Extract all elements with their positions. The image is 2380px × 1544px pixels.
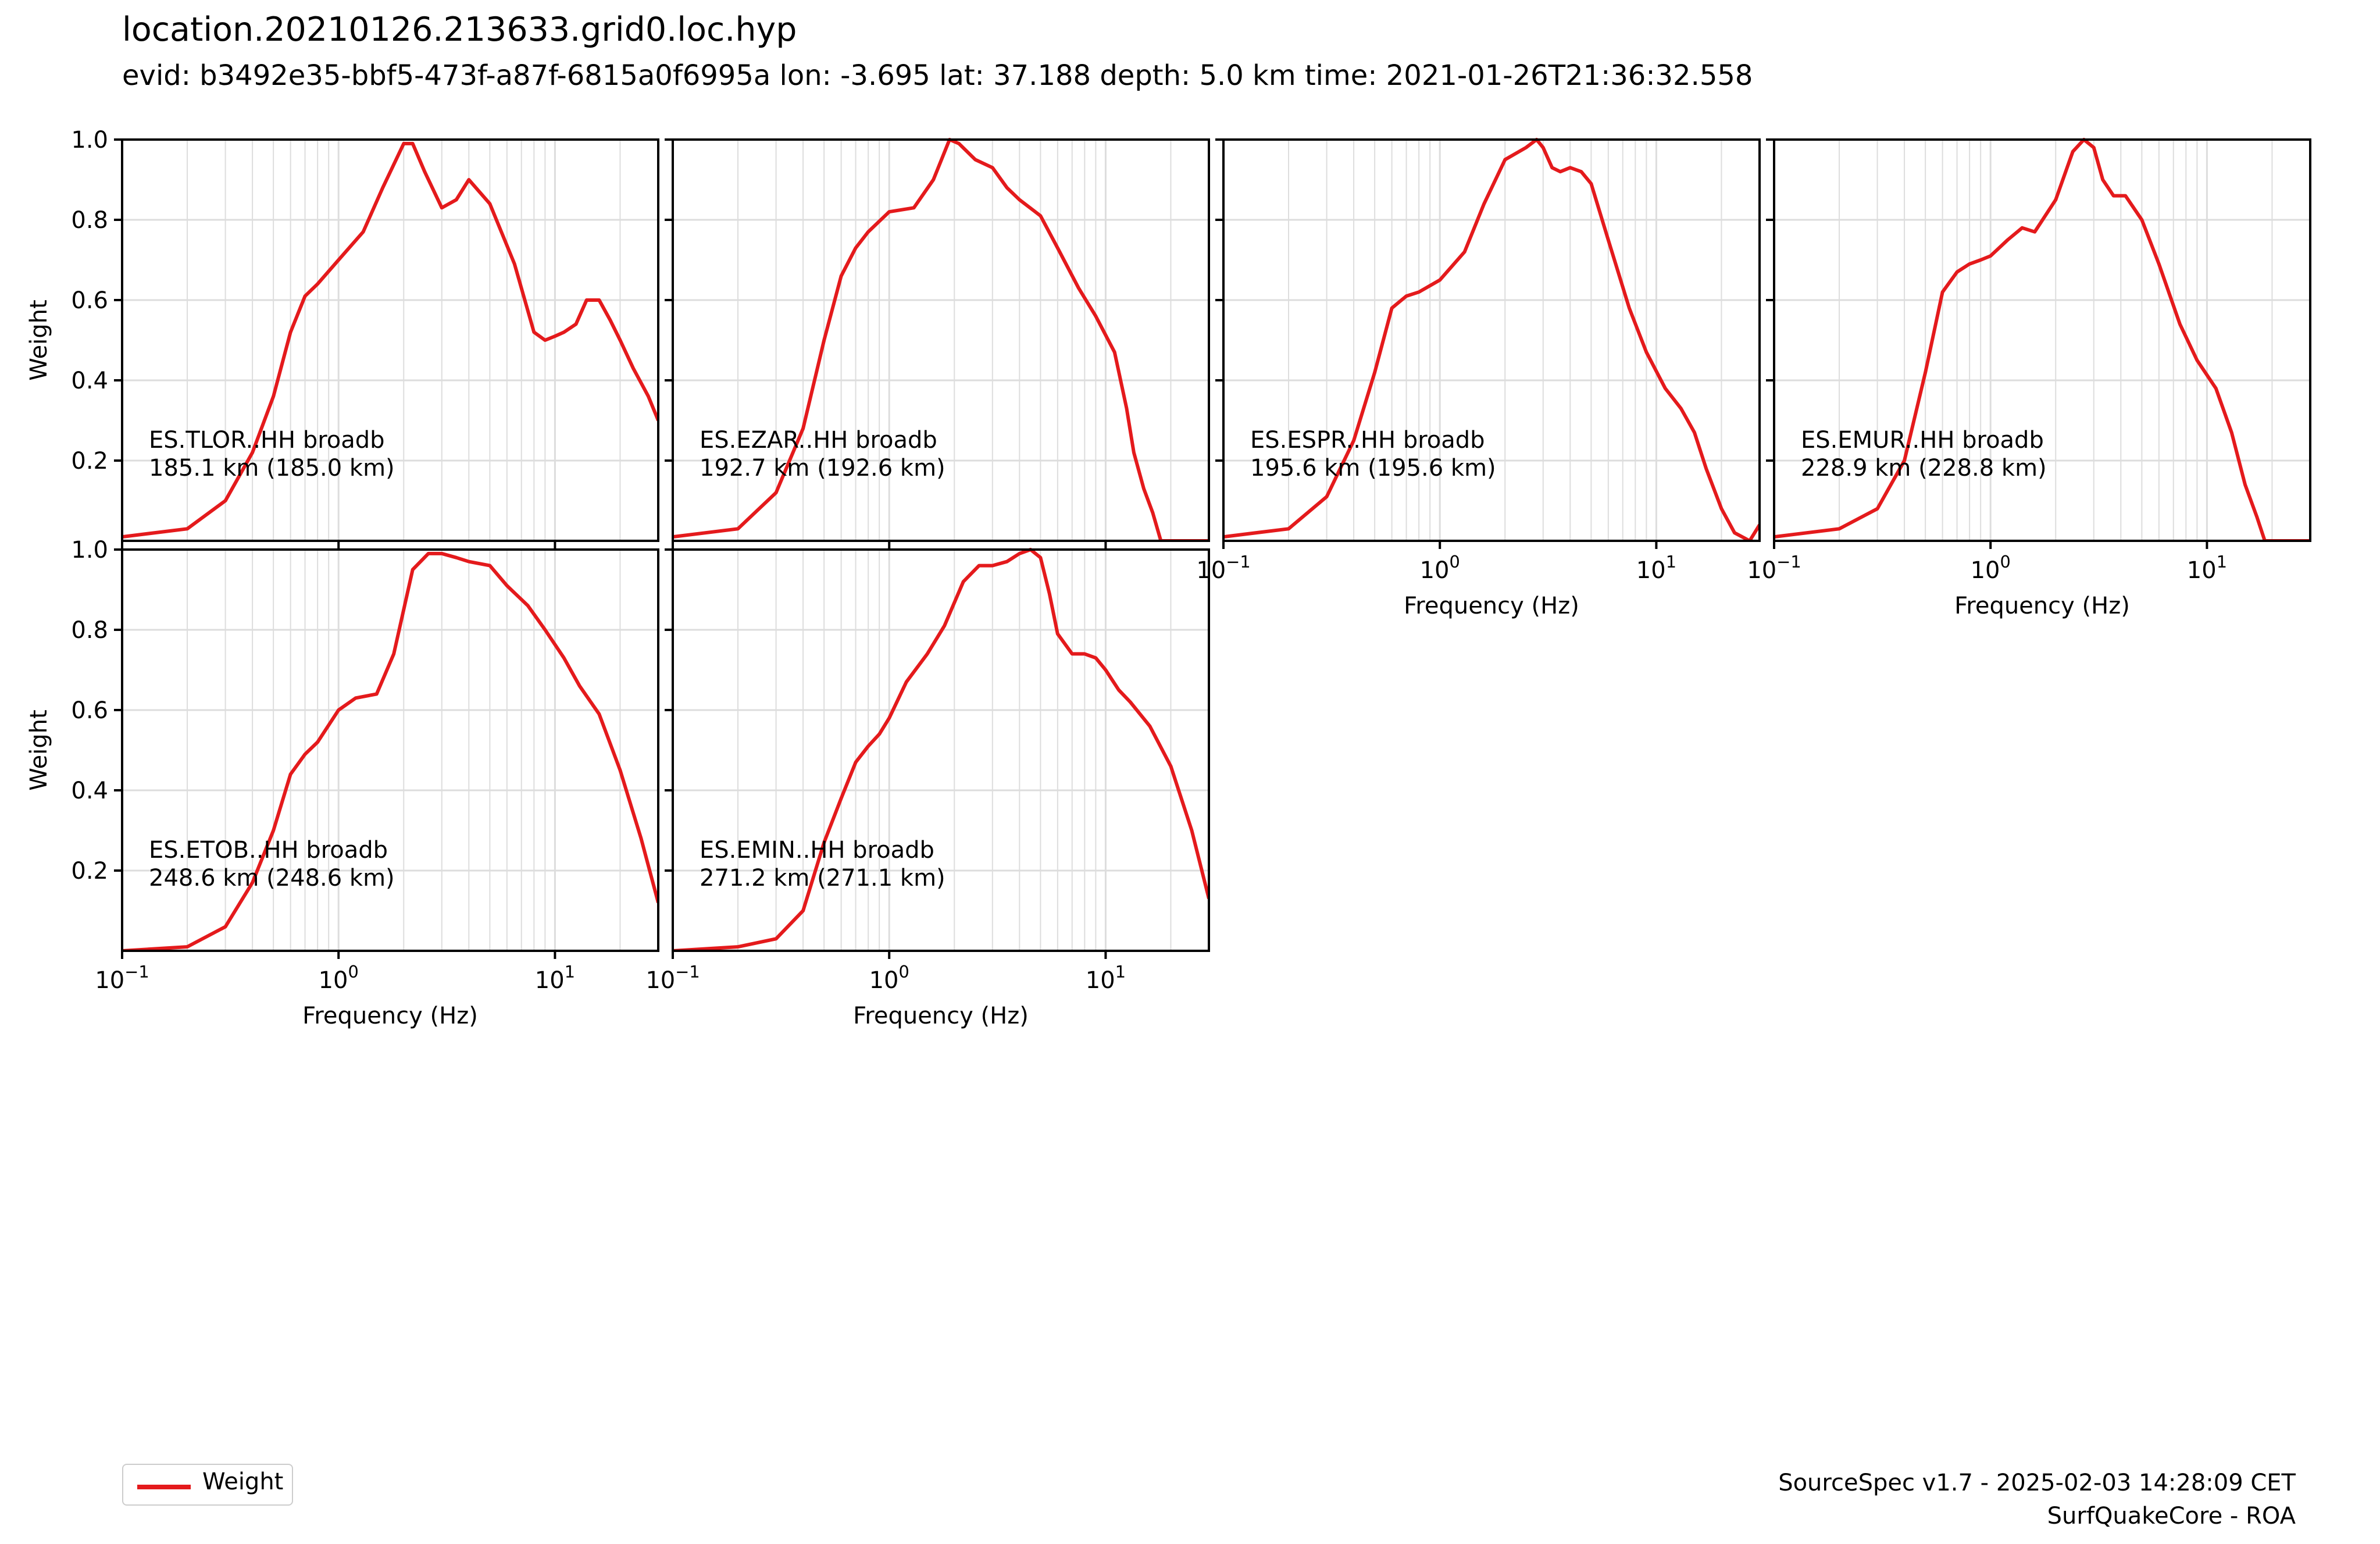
figure-subtitle: evid: b3492e35-bbf5-473f-a87f-6815a0f699… [122,59,1753,92]
y-tick-label: 0.4 [71,368,108,394]
y-tick-label: 0.4 [71,778,108,804]
weight-line-series-1 [673,138,1209,541]
x-tick-label: 10−1 [1196,552,1250,584]
weight-line-series-1 [673,548,1209,951]
weight-line-series-1 [1223,138,1760,541]
footer-credit: SurfQuakeCore - ROA [2047,1503,2296,1529]
axes-frame [672,138,1210,542]
y-tick-label: 0.8 [71,617,108,644]
y-tick-label: 1.0 [71,537,108,564]
subplot-5: 0.2 0.4 0.6 0.8 1.0 10−1 100 101 ES.ETOB..HH bro… [26,537,659,1029]
station-annotation-name: ES.EMIN..HH broadb [700,837,934,864]
axes-frame [121,138,659,542]
footer-software-version: SourceSpec v1.7 - 2025-02-03 14:28:09 CE… [1778,1470,2296,1496]
x-tick-label: 100 [319,962,359,994]
y-axis-label: Weight [26,299,52,380]
y-tick-label: 0.2 [71,448,108,475]
station-annotation-distance: 228.9 km (228.8 km) [1801,455,2047,482]
station-annotation-name: ES.ESPR..HH broadb [1250,427,1485,454]
station-annotation-distance: 271.2 km (271.1 km) [700,865,945,892]
x-tick-label: 10−1 [1747,552,1801,584]
y-tick-label: 0.6 [71,697,108,724]
x-axis-label: Frequency (Hz) [1954,593,2130,619]
weight-line-series-1 [122,551,658,951]
figure-title: location.20210126.213633.grid0.loc.hyp [122,10,797,49]
y-axis-label: Weight [26,709,52,790]
legend-line-swatch [137,1485,191,1489]
legend: Weight [122,1464,293,1506]
x-tick-label: 101 [1086,962,1126,994]
station-annotation-distance: 195.6 km (195.6 km) [1250,455,1496,482]
axes-frame [1222,138,1761,542]
weight-line-series-1 [122,141,658,539]
axes-frame [672,548,1210,952]
x-tick-label: 100 [1420,552,1460,584]
x-tick-label: 100 [1971,552,2011,584]
y-tick-label: 1.0 [71,127,108,154]
x-tick-label: 100 [869,962,909,994]
x-tick-label: 10−1 [95,962,149,994]
station-annotation-name: ES.EMUR..HH broadb [1801,427,2044,454]
station-annotation-distance: 248.6 km (248.6 km) [149,865,395,892]
y-tick-label: 0.6 [71,287,108,314]
x-axis-label: Frequency (Hz) [302,1003,478,1029]
x-axis-label: Frequency (Hz) [1404,593,1579,619]
x-tick-label: 101 [2187,552,2227,584]
axes-frame [121,548,659,952]
station-annotation-distance: 185.1 km (185.0 km) [149,455,395,482]
y-tick-label: 0.2 [71,858,108,885]
x-axis-label: Frequency (Hz) [853,1003,1029,1029]
x-tick-label: 101 [535,962,575,994]
axes-frame [1773,138,2311,542]
x-tick-label: 101 [1636,552,1676,584]
station-annotation-name: ES.ETOB..HH broadb [149,837,388,864]
x-tick-label: 10−1 [645,962,700,994]
legend-label: Weight [202,1468,284,1495]
station-annotation-name: ES.TLOR..HH broadb [149,427,385,454]
y-tick-label: 0.8 [71,207,108,234]
station-annotation-distance: 192.7 km (192.6 km) [700,455,945,482]
station-annotation-name: ES.EZAR..HH broadb [700,427,937,454]
